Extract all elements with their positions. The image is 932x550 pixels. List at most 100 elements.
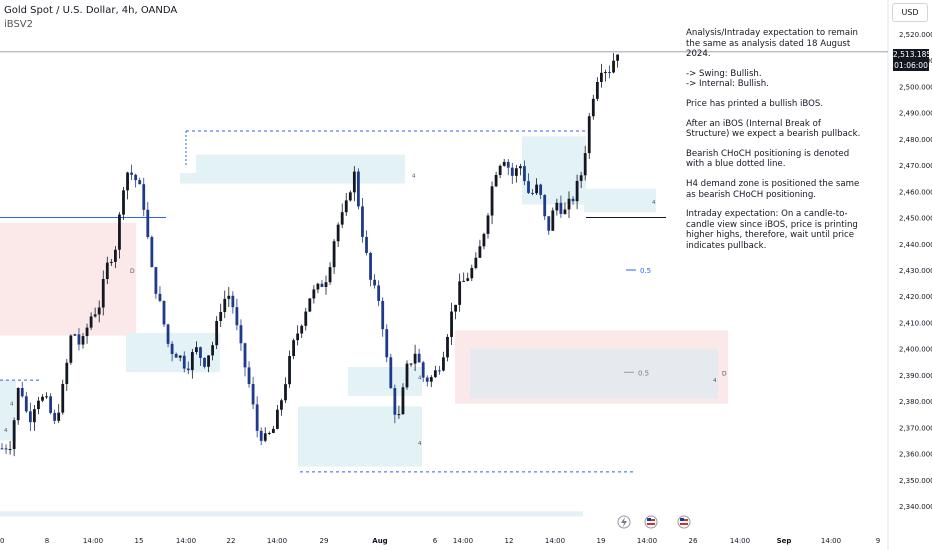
candle-up[interactable] xyxy=(340,212,344,225)
candle-up[interactable] xyxy=(190,352,194,371)
candle-down[interactable] xyxy=(150,236,154,268)
candle-down[interactable] xyxy=(421,362,425,378)
candle-up[interactable] xyxy=(616,54,619,61)
indicator-label[interactable]: iBSV2 xyxy=(4,19,34,30)
candle-down[interactable] xyxy=(531,192,534,194)
candle-up[interactable] xyxy=(535,184,538,194)
candle-down[interactable] xyxy=(231,295,235,308)
candle-up[interactable] xyxy=(304,311,308,326)
candle-down[interactable] xyxy=(20,388,24,397)
candle-down[interactable] xyxy=(158,293,162,301)
candle-down[interactable] xyxy=(49,396,52,413)
candle-down[interactable] xyxy=(381,300,385,330)
candle-down[interactable] xyxy=(571,198,575,202)
candle-up[interactable] xyxy=(397,414,401,416)
candle-up[interactable] xyxy=(336,224,340,242)
candle-up[interactable] xyxy=(324,282,328,287)
candle-up[interactable] xyxy=(470,268,474,279)
candle-up[interactable] xyxy=(207,355,210,367)
candle-down[interactable] xyxy=(320,283,324,287)
candle-up[interactable] xyxy=(604,72,607,74)
candle-down[interactable] xyxy=(243,343,247,368)
candle-down[interactable] xyxy=(53,412,57,421)
candle-up[interactable] xyxy=(312,289,316,299)
candle-up[interactable] xyxy=(227,295,231,299)
candle-up[interactable] xyxy=(219,311,223,321)
candle-up[interactable] xyxy=(296,333,300,341)
candle-up[interactable] xyxy=(413,353,417,364)
candle-up[interactable] xyxy=(478,246,482,258)
candle-up[interactable] xyxy=(12,420,16,450)
candle-up[interactable] xyxy=(114,249,117,262)
candle-up[interactable] xyxy=(595,81,599,99)
candle-up[interactable] xyxy=(288,356,291,385)
candle-up[interactable] xyxy=(300,325,304,334)
candle-up[interactable] xyxy=(45,396,48,398)
candle-up[interactable] xyxy=(93,314,97,317)
candle-up[interactable] xyxy=(97,307,101,315)
candle-down[interactable] xyxy=(255,404,259,431)
candle-down[interactable] xyxy=(182,355,186,369)
candle-down[interactable] xyxy=(142,184,146,210)
candle-up[interactable] xyxy=(454,304,457,312)
candle-down[interactable] xyxy=(510,167,514,176)
candle-up[interactable] xyxy=(65,362,69,384)
candle-down[interactable] xyxy=(608,72,611,74)
candle-up[interactable] xyxy=(409,363,413,365)
candle-down[interactable] xyxy=(539,184,543,195)
candle-up[interactable] xyxy=(587,116,591,154)
candle-up[interactable] xyxy=(583,153,587,176)
candle-up[interactable] xyxy=(122,190,125,215)
candle-down[interactable] xyxy=(235,307,239,326)
candle-down[interactable] xyxy=(186,368,190,371)
candle-up[interactable] xyxy=(211,345,214,356)
candle-down[interactable] xyxy=(373,279,376,286)
candle-down[interactable] xyxy=(166,324,170,344)
candle-down[interactable] xyxy=(559,202,563,214)
candle-up[interactable] xyxy=(591,98,595,117)
candle-up[interactable] xyxy=(433,370,437,378)
candle-up[interactable] xyxy=(348,192,352,201)
candle-down[interactable] xyxy=(28,411,32,423)
candle-up[interactable] xyxy=(223,298,227,312)
candle-up[interactable] xyxy=(486,215,490,234)
candle-up[interactable] xyxy=(401,387,405,415)
candle-up[interactable] xyxy=(494,174,498,187)
candle-down[interactable] xyxy=(24,396,28,412)
candle-down[interactable] xyxy=(506,161,510,168)
candle-up[interactable] xyxy=(600,72,603,82)
candle-up[interactable] xyxy=(73,334,77,336)
candle-up[interactable] xyxy=(519,166,522,169)
candle-up[interactable] xyxy=(105,262,109,280)
candle-down[interactable] xyxy=(547,216,551,231)
candle-up[interactable] xyxy=(271,428,275,433)
candle-down[interactable] xyxy=(527,181,530,193)
candle-up[interactable] xyxy=(429,377,433,382)
candle-up[interactable] xyxy=(446,336,449,358)
candle-down[interactable] xyxy=(417,353,421,363)
candle-up[interactable] xyxy=(612,60,615,73)
candle-down[interactable] xyxy=(154,267,158,294)
candle-down[interactable] xyxy=(385,329,389,358)
candle-down[interactable] xyxy=(438,370,441,372)
candle-up[interactable] xyxy=(263,433,267,441)
candle-up[interactable] xyxy=(502,161,506,166)
candle-down[interactable] xyxy=(4,448,8,450)
candle-up[interactable] xyxy=(276,409,279,429)
candle-up[interactable] xyxy=(16,388,20,421)
candle-up[interactable] xyxy=(514,168,518,176)
candle-up[interactable] xyxy=(37,400,40,410)
candle-up[interactable] xyxy=(575,180,579,202)
candle-up[interactable] xyxy=(215,320,219,346)
candle-up[interactable] xyxy=(490,186,494,216)
candle-down[interactable] xyxy=(357,171,360,207)
candle-up[interactable] xyxy=(551,210,555,231)
candle-up[interactable] xyxy=(498,165,502,175)
candle-up[interactable] xyxy=(85,327,89,337)
candle-up[interactable] xyxy=(126,172,129,191)
candle-down[interactable] xyxy=(130,172,133,175)
candle-down[interactable] xyxy=(393,388,397,415)
candle-down[interactable] xyxy=(77,334,81,345)
candle-up[interactable] xyxy=(280,400,283,410)
